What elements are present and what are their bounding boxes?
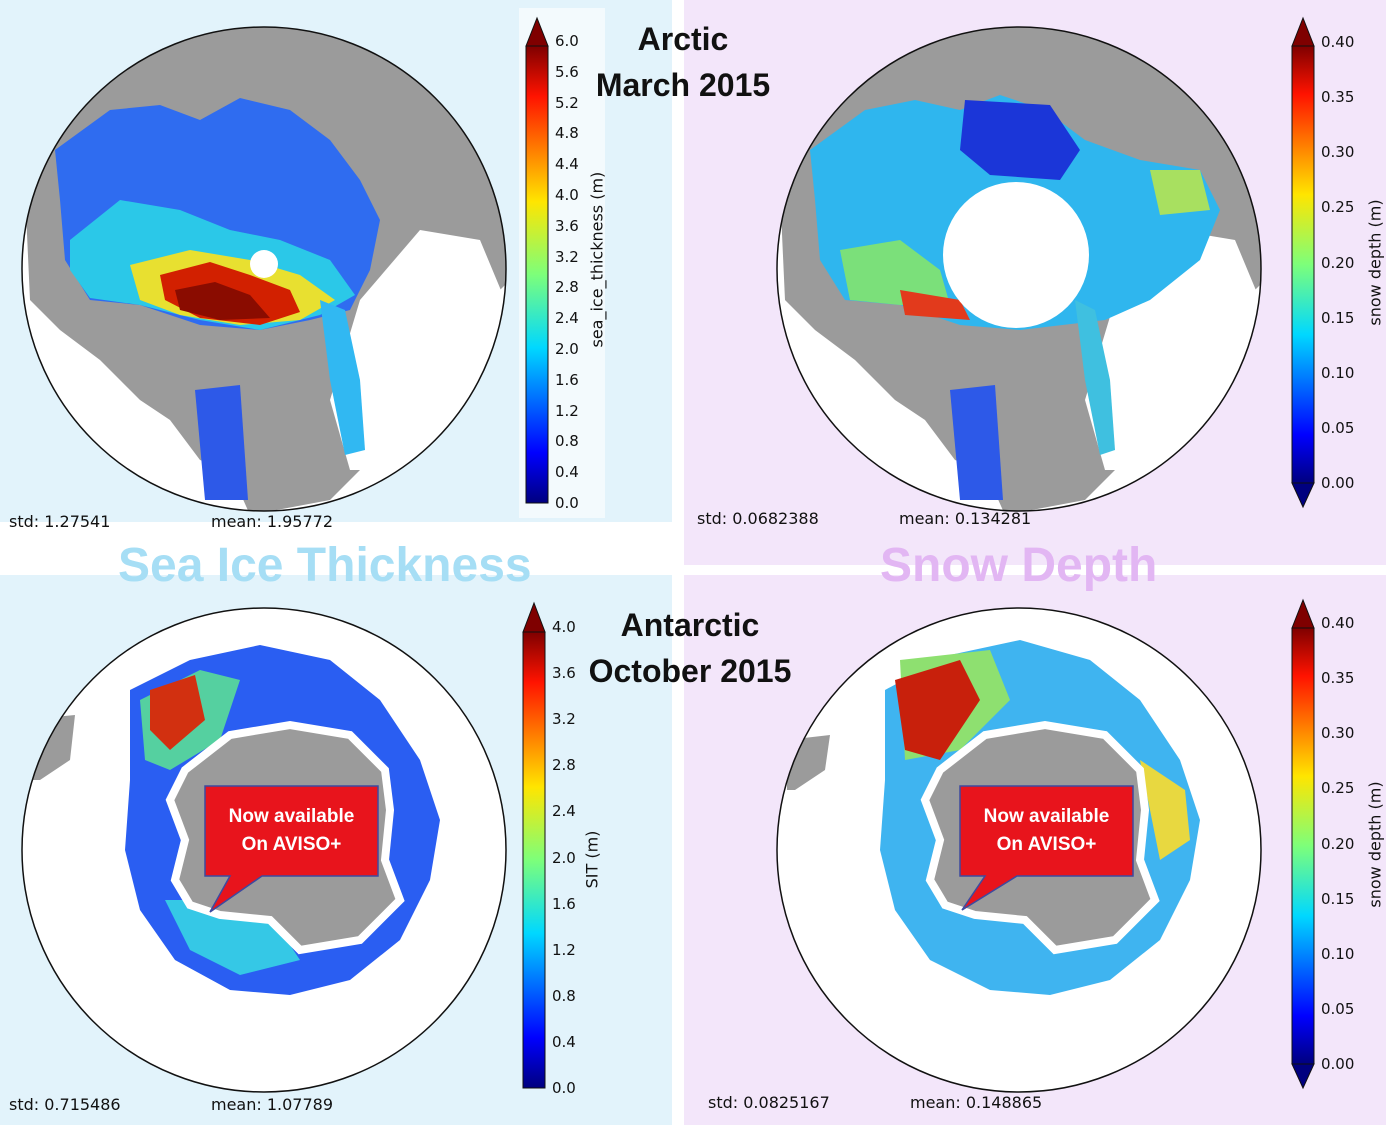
callout-sit-line2: On AVISO+ bbox=[241, 834, 342, 855]
ice-darkred bbox=[175, 282, 270, 320]
colorbar-tick-label: 0.40 bbox=[1321, 33, 1355, 51]
callout-sit-line1: Now available bbox=[228, 806, 355, 827]
colorbar-label-antarctic-sit: SIT (m) bbox=[582, 830, 602, 889]
snow-green bbox=[840, 240, 950, 305]
snow-darkblue bbox=[960, 100, 1080, 180]
colorbar-tick-label: 2.4 bbox=[552, 802, 576, 821]
colorbar-arctic-sit bbox=[519, 8, 605, 518]
colorbar-tick-label: 3.6 bbox=[555, 216, 579, 235]
colorbar-tick-label: 4.0 bbox=[555, 186, 579, 204]
colorbar-antarctic-sit bbox=[522, 601, 546, 1089]
colorbar-tick-label: 4.0 bbox=[552, 618, 576, 636]
colorbar-tick-label: 0.8 bbox=[552, 986, 576, 1005]
colorbar-tick-label: 0.30 bbox=[1321, 724, 1355, 743]
callout-snow bbox=[959, 785, 1134, 911]
callout-snow-line2: On AVISO+ bbox=[996, 834, 1097, 855]
colorbar-tick-label: 0.35 bbox=[1321, 88, 1355, 107]
colorbar-tick-label: 3.6 bbox=[552, 664, 576, 683]
antarctic-title-line2: October 2015 bbox=[588, 653, 792, 689]
colorbar-tick-label: 0.30 bbox=[1321, 143, 1355, 162]
antarctic-title: Antarctic October 2015 bbox=[575, 602, 805, 694]
colorbar-label-arctic-snow: snow depth (m) bbox=[1365, 199, 1385, 326]
colorbar-tick-label: 3.2 bbox=[552, 710, 576, 729]
arctic-snow-std: std: 0.0682388 bbox=[697, 509, 819, 528]
colorbar-tick-label: 0.0 bbox=[555, 494, 579, 512]
colorbar-tick-label: 0.00 bbox=[1321, 1055, 1355, 1073]
colorbar-label-antarctic-snow: snow depth (m) bbox=[1365, 781, 1385, 908]
ice-strip-west bbox=[195, 385, 248, 500]
arctic-title-line2: March 2015 bbox=[595, 67, 771, 103]
snow-red bbox=[900, 290, 970, 320]
snow-strip-east bbox=[1075, 300, 1115, 455]
snow-greenland bbox=[1150, 170, 1210, 215]
colorbar-tick-label: 0.05 bbox=[1321, 999, 1355, 1018]
arctic-sit-map bbox=[22, 27, 506, 511]
colorbar-tick-label: 0.20 bbox=[1321, 834, 1355, 853]
snow-yellow bbox=[1140, 760, 1190, 860]
arctic-title-line1: Arctic bbox=[637, 21, 729, 57]
colorbar-tick-label: 0.15 bbox=[1321, 889, 1355, 908]
colorbar-label-arctic-sit: sea_ice_thickness (m) bbox=[587, 171, 607, 348]
antarctic-sit-mean: mean: 1.07789 bbox=[211, 1095, 334, 1114]
colorbar-tick-label: 2.0 bbox=[552, 848, 576, 867]
colorbar-tick-label: 0.20 bbox=[1321, 253, 1355, 272]
antarctic-sit-std: std: 0.715486 bbox=[9, 1095, 121, 1114]
colorbar-tick-label: 0.25 bbox=[1321, 198, 1355, 217]
colorbar-tick-label: 6.0 bbox=[555, 32, 579, 50]
arctic-snow-map bbox=[777, 27, 1261, 511]
colorbar-tick-label: 0.8 bbox=[555, 432, 579, 451]
colorbar-tick-label: 0.4 bbox=[552, 1032, 576, 1051]
antarctic-snow-std: std: 0.0825167 bbox=[708, 1093, 830, 1112]
colorbar-tick-label: 4.4 bbox=[555, 155, 579, 174]
colorbar-tick-label: 2.0 bbox=[555, 340, 579, 358]
colorbar-tick-label: 0.10 bbox=[1321, 944, 1355, 963]
ice-strip-east bbox=[320, 300, 365, 455]
colorbar-tick-label: 2.8 bbox=[552, 756, 576, 775]
sea-ice-red bbox=[150, 675, 205, 750]
colorbar-tick-label: 5.6 bbox=[555, 62, 579, 81]
colorbar-tick-label: 0.15 bbox=[1321, 308, 1355, 327]
colorbar-antarctic-snow bbox=[1291, 598, 1315, 1090]
callout-snow-line1: Now available bbox=[983, 806, 1110, 827]
callout-snow-text: Now available On AVISO+ bbox=[960, 803, 1133, 859]
colorbar-tick-label: 0.05 bbox=[1321, 418, 1355, 437]
callout-sit-text: Now available On AVISO+ bbox=[205, 803, 378, 859]
antarctic-title-line1: Antarctic bbox=[620, 607, 760, 643]
colorbar-tick-label: 0.00 bbox=[1321, 474, 1355, 492]
antarctic-snow-mean: mean: 0.148865 bbox=[910, 1093, 1043, 1112]
colorbar-tick-label: 1.2 bbox=[552, 940, 576, 959]
colorbar-tick-label: 0.10 bbox=[1321, 363, 1355, 382]
snow-strip-west bbox=[950, 385, 1003, 500]
arctic-sit-std: std: 1.27541 bbox=[9, 512, 111, 531]
colorbar-tick-label: 1.6 bbox=[552, 894, 576, 913]
snow-depth-label: Snow Depth bbox=[880, 539, 1158, 592]
colorbar-tick-label: 1.6 bbox=[555, 370, 579, 389]
arctic-title: Arctic March 2015 bbox=[583, 16, 783, 108]
arctic-snow-mean: mean: 0.134281 bbox=[899, 509, 1032, 528]
colorbar-tick-label: 3.2 bbox=[555, 247, 579, 266]
colorbar-tick-label: 0.40 bbox=[1321, 614, 1355, 632]
colorbar-tick-label: 1.2 bbox=[555, 401, 579, 420]
colorbar-tick-label: 4.8 bbox=[555, 124, 579, 143]
colorbar-tick-label: 5.2 bbox=[555, 93, 579, 112]
colorbar-tick-label: 0.25 bbox=[1321, 779, 1355, 798]
sea-ice-cyan bbox=[165, 900, 300, 975]
sea-ice-thickness-label: Sea Ice Thickness bbox=[118, 539, 532, 592]
colorbar-tick-label: 0.35 bbox=[1321, 669, 1355, 688]
colorbar-tick-label: 2.8 bbox=[555, 278, 579, 297]
arctic-sit-mean: mean: 1.95772 bbox=[211, 512, 334, 531]
colorbar-tick-label: 2.4 bbox=[555, 309, 579, 328]
colorbar-tick-label: 0.4 bbox=[555, 463, 579, 482]
colorbar-tick-label: 0.0 bbox=[552, 1079, 576, 1097]
snow-red bbox=[895, 660, 980, 760]
colorbar-arctic-snow bbox=[1291, 16, 1315, 509]
callout-sit bbox=[204, 785, 379, 913]
